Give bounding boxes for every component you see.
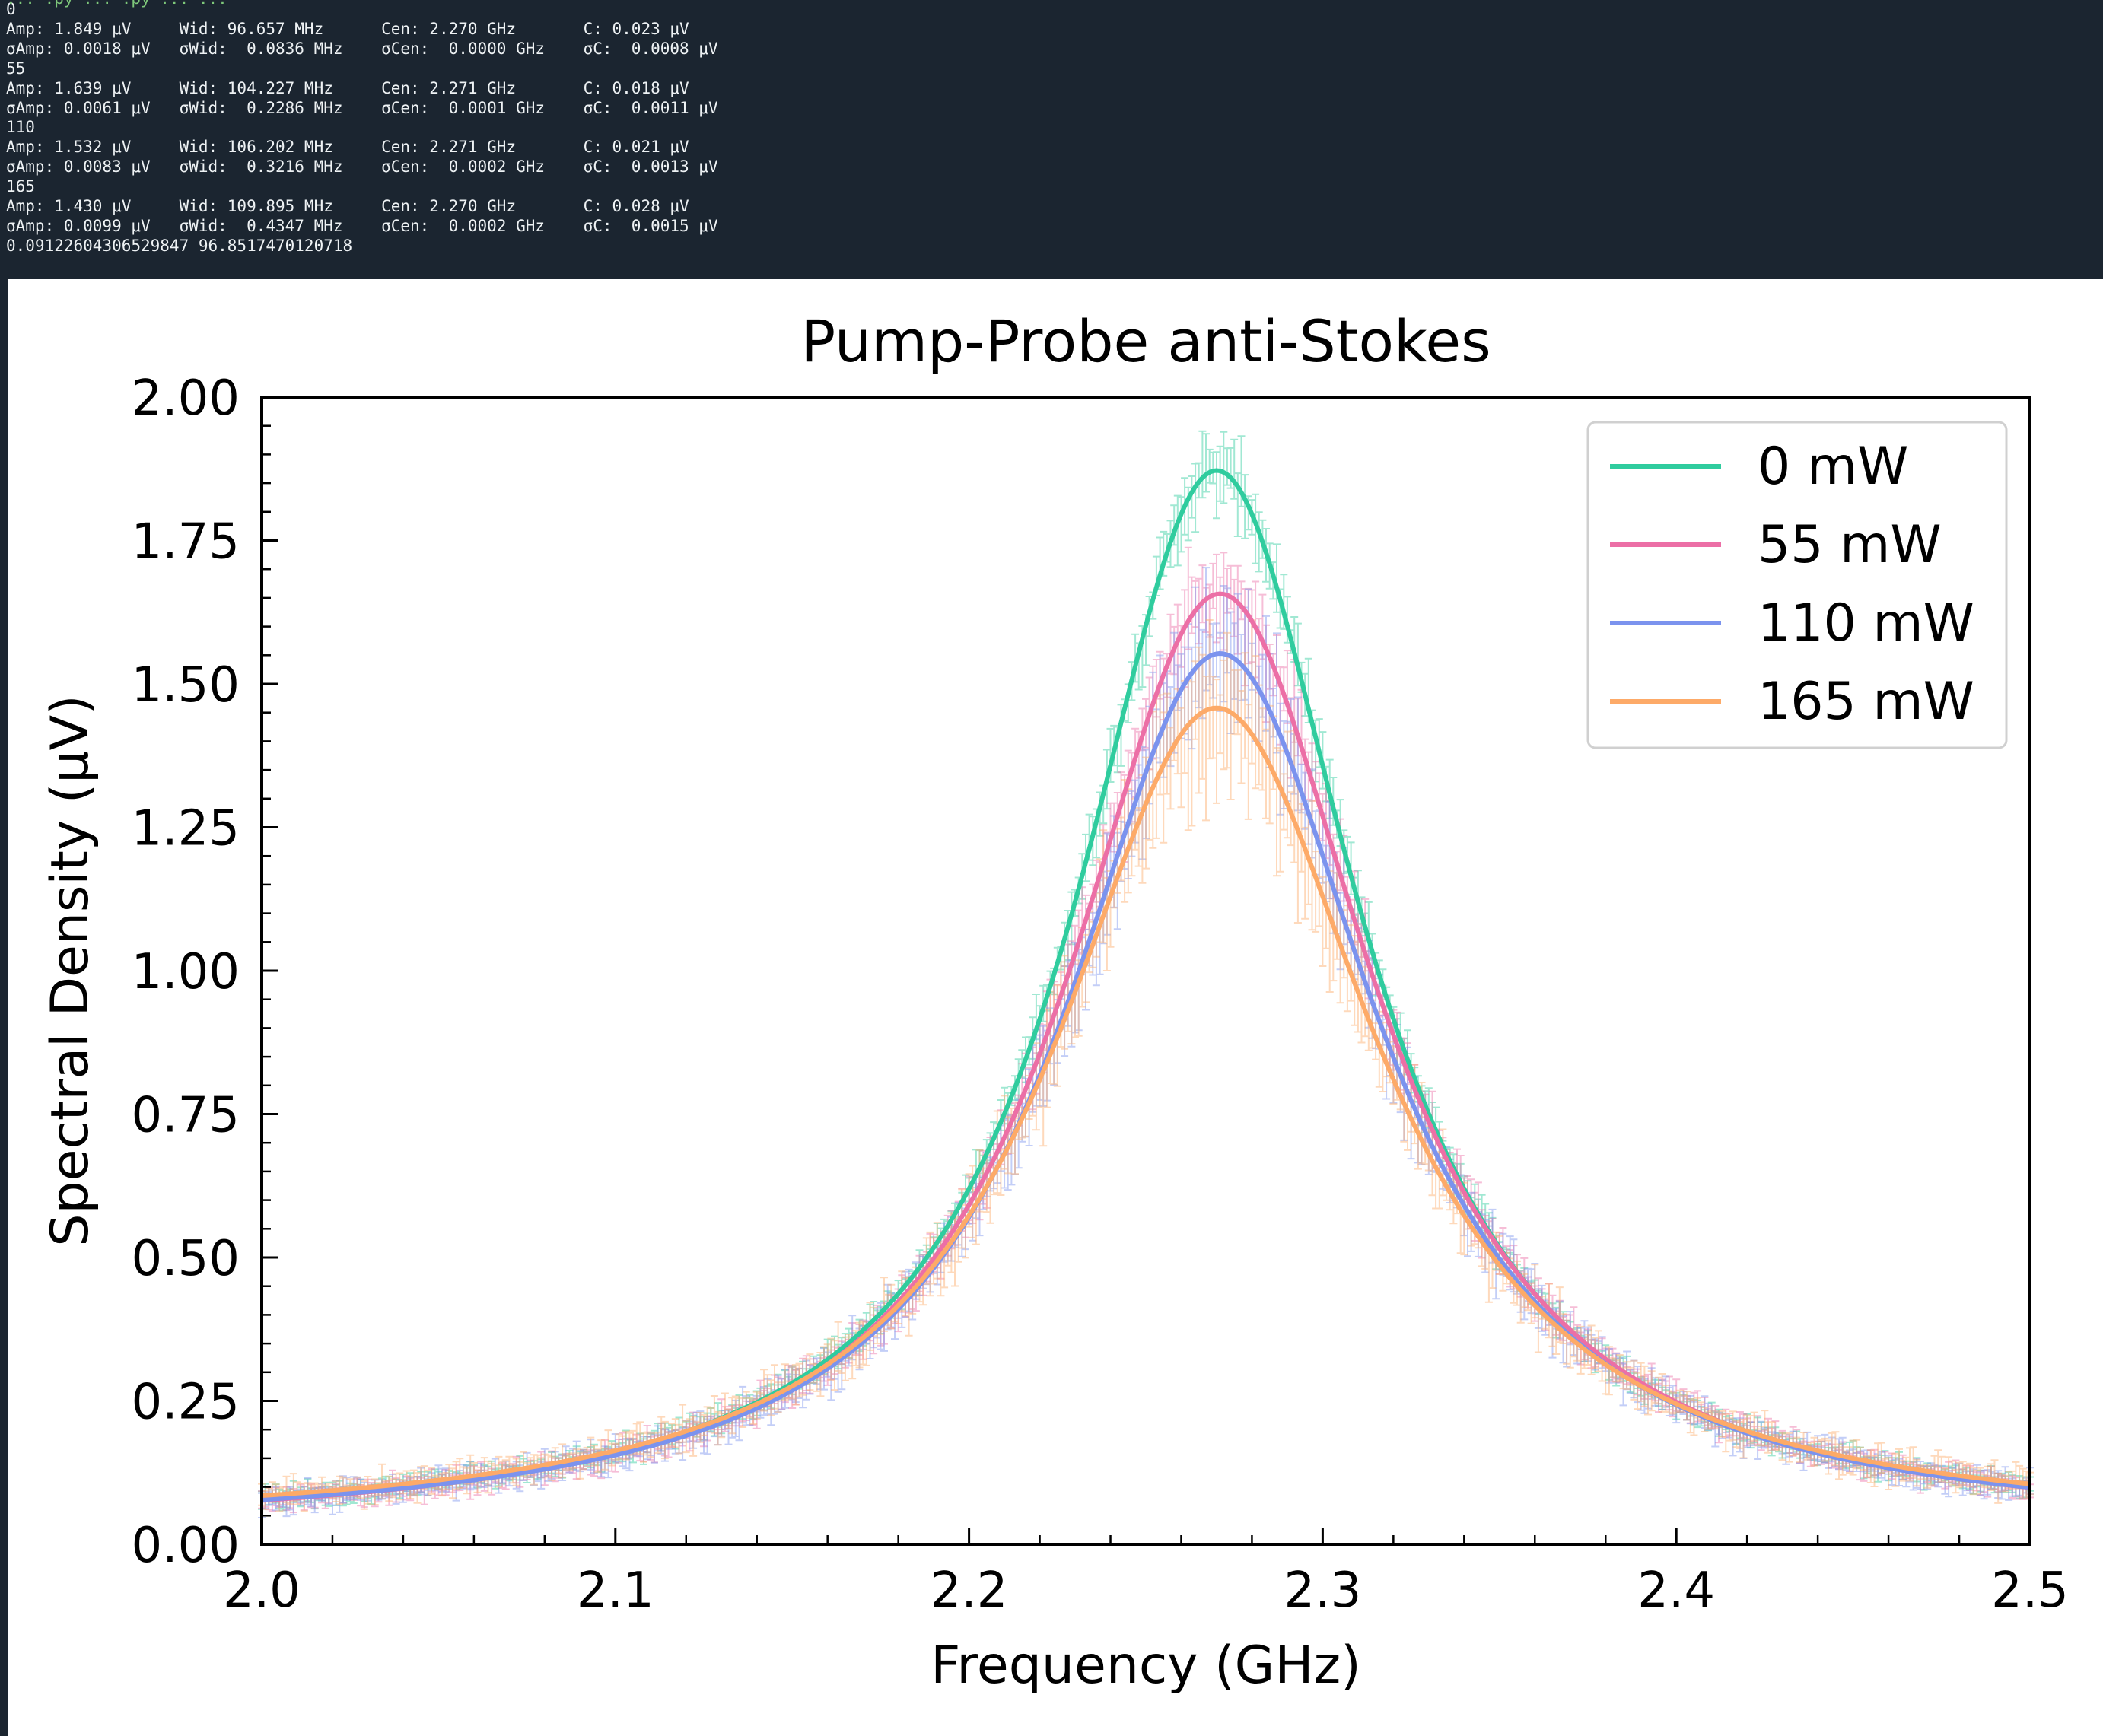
y-tick-label: 1.50 (132, 657, 240, 714)
legend-box (1586, 421, 2008, 749)
y-tick-label: 1.75 (132, 514, 240, 571)
console-line: 0.09122604306529847 96.8517470120718 (6, 236, 353, 255)
command-line: ... .py ... .py ... ... (6, 0, 227, 8)
console-line: Amp: 1.849 μV Wid: 96.657 MHz Cen: 2.270… (6, 19, 689, 38)
legend-label: 55 mW (1758, 515, 1942, 575)
x-tick-label: 2.2 (931, 1563, 1008, 1619)
x-tick-label: 2.0 (223, 1563, 301, 1619)
y-tick-label: 0.25 (132, 1375, 240, 1431)
legend: 0 mW 55 mW 110 mW 165 mW (1586, 421, 2008, 749)
legend-label: 110 mW (1758, 593, 1974, 653)
y-tick-label: 0.75 (132, 1088, 240, 1144)
y-axis-label: Spectral Density (μV) (40, 695, 100, 1246)
console-log: 0 Amp: 1.849 μV Wid: 96.657 MHz Cen: 2.2… (0, 0, 2103, 256)
console-line: σAmp: 0.0099 μV σWid: 0.4347 MHz σCen: 0… (6, 216, 718, 235)
console-line: σAmp: 0.0018 μV σWid: 0.0836 MHz σCen: 0… (6, 39, 718, 58)
x-tick-label: 2.1 (577, 1563, 654, 1619)
terminal-output: ... .py ... .py ... ... 0 Amp: 1.849 μV … (0, 0, 2103, 279)
x-axis-label: Frequency (GHz) (931, 1636, 1360, 1696)
console-line: Amp: 1.639 μV Wid: 104.227 MHz Cen: 2.27… (6, 78, 689, 97)
y-tick-label: 0.50 (132, 1231, 240, 1287)
fit-curves-layer (261, 468, 2031, 1503)
console-line: 55 (6, 59, 26, 78)
series-line-165-mW (261, 705, 2031, 1498)
x-tick-label: 2.5 (1991, 1563, 2069, 1619)
console-line: 165 (6, 177, 35, 196)
console-line: 0 (6, 0, 16, 18)
plot-frame (260, 396, 2031, 1546)
console-line: Amp: 1.430 μV Wid: 109.895 MHz Cen: 2.27… (6, 197, 689, 216)
x-tick-label: 2.3 (1284, 1563, 1362, 1619)
legend-label: 0 mW (1758, 437, 1908, 497)
console-line: σAmp: 0.0061 μV σWid: 0.2286 MHz σCen: 0… (6, 98, 718, 117)
figure-window: 2.0 2.1 2.2 2.3 2.4 2.5 0.00 0.25 0.50 0.75 1.00 1.… (8, 279, 2103, 1736)
legend-label: 165 mW (1758, 672, 1974, 732)
y-tick-label: 2.00 (132, 370, 240, 427)
console-line: 110 (6, 118, 35, 137)
x-tick-label: 2.4 (1637, 1563, 1715, 1619)
console-line: Amp: 1.532 μV Wid: 106.202 MHz Cen: 2.27… (6, 138, 689, 157)
chart-title: Pump-Probe anti-Stokes (800, 307, 1491, 375)
y-tick-label: 1.00 (132, 944, 240, 1000)
console-line: σAmp: 0.0083 μV σWid: 0.3216 MHz σCen: 0… (6, 157, 718, 176)
y-tick-label: 0.00 (132, 1518, 240, 1574)
y-tick-label: 1.25 (132, 801, 240, 857)
axis-ticks: 2.0 2.1 2.2 2.3 2.4 2.5 0.00 0.25 0.50 0.75 1.00 1.… (132, 370, 2069, 1619)
spectral-density-chart: 2.0 2.1 2.2 2.3 2.4 2.5 0.00 0.25 0.50 0.75 1.00 1.… (40, 307, 2069, 1696)
